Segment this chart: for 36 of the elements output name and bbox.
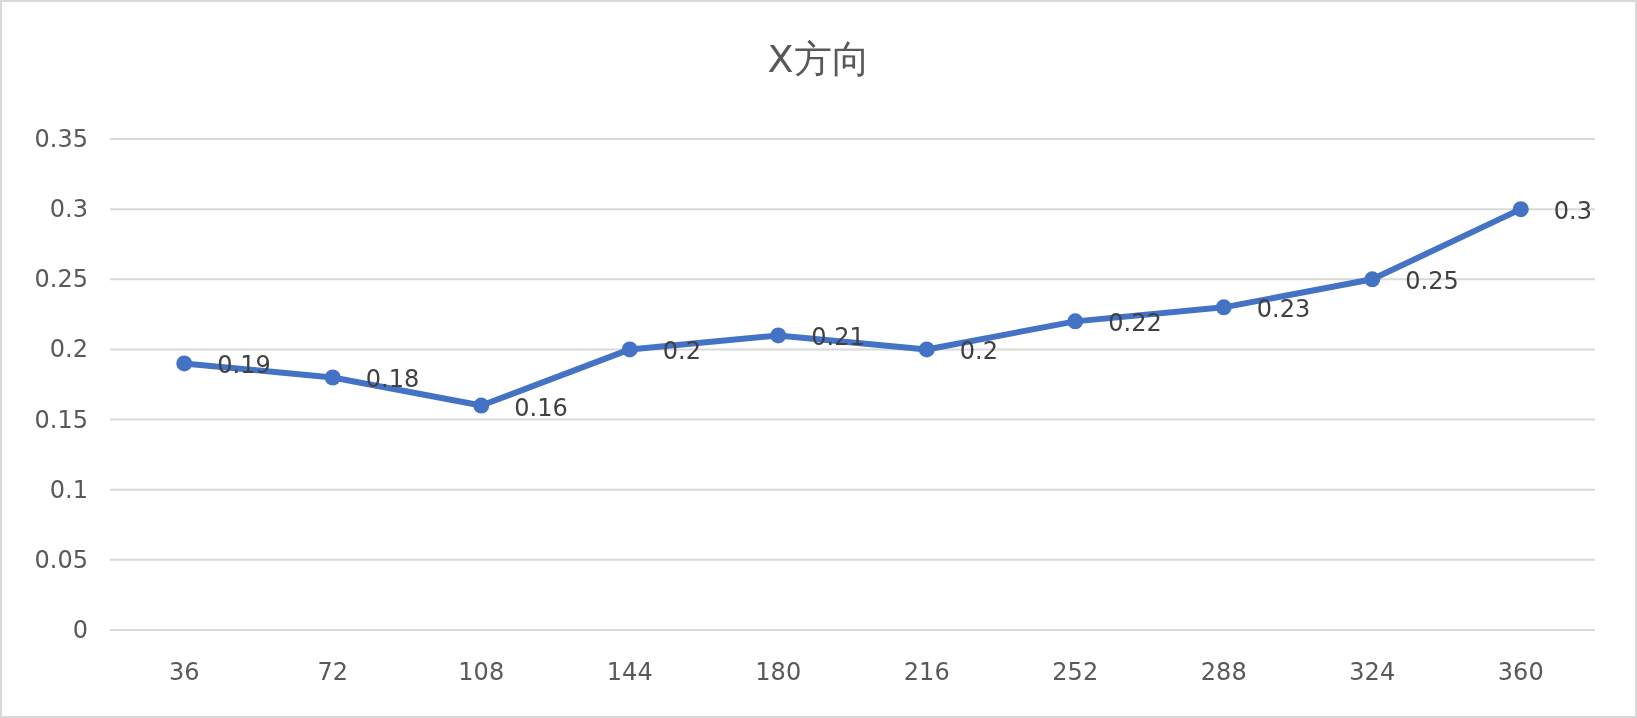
y-tick-label: 0.1 <box>49 475 88 504</box>
data-label: 0.25 <box>1405 267 1459 296</box>
point <box>1067 313 1084 330</box>
data-label: 0.3 <box>1553 197 1592 226</box>
point <box>621 341 638 358</box>
point <box>1215 299 1232 316</box>
data-label: 0.2 <box>959 337 998 366</box>
x-tick-label: 252 <box>1052 658 1099 686</box>
data-label: 0.23 <box>1256 295 1311 324</box>
data-label: 0.22 <box>1108 309 1162 338</box>
x-tick-label: 36 <box>168 658 200 686</box>
point <box>176 355 193 372</box>
point <box>324 369 341 386</box>
y-tick-label: 0.3 <box>49 195 88 224</box>
y-tick-label: 0.05 <box>34 545 88 574</box>
y-tick-label: 0.15 <box>34 405 88 434</box>
point <box>770 327 787 344</box>
x-tick-label: 360 <box>1497 658 1544 686</box>
point <box>473 397 490 414</box>
data-label: 0.18 <box>365 365 420 394</box>
point <box>1512 201 1529 218</box>
data-label: 0.16 <box>514 393 568 422</box>
x-tick-label: 324 <box>1349 658 1396 686</box>
x-tick-label: 216 <box>903 658 950 686</box>
y-tick-label: 0.2 <box>49 335 88 364</box>
x-tick-label: 108 <box>458 658 505 686</box>
y-tick-label: 0.25 <box>34 265 88 294</box>
y-tick-label: 0 <box>72 616 88 644</box>
y-tick-label: 0.35 <box>34 125 88 153</box>
x-tick-label: 180 <box>755 658 802 686</box>
x-tick-label: 288 <box>1200 658 1247 686</box>
point <box>918 341 935 358</box>
point <box>1364 271 1381 288</box>
x-tick-label: 144 <box>606 658 653 686</box>
x-tick-label: 72 <box>317 658 349 686</box>
chart-title: X方向 <box>767 37 870 81</box>
